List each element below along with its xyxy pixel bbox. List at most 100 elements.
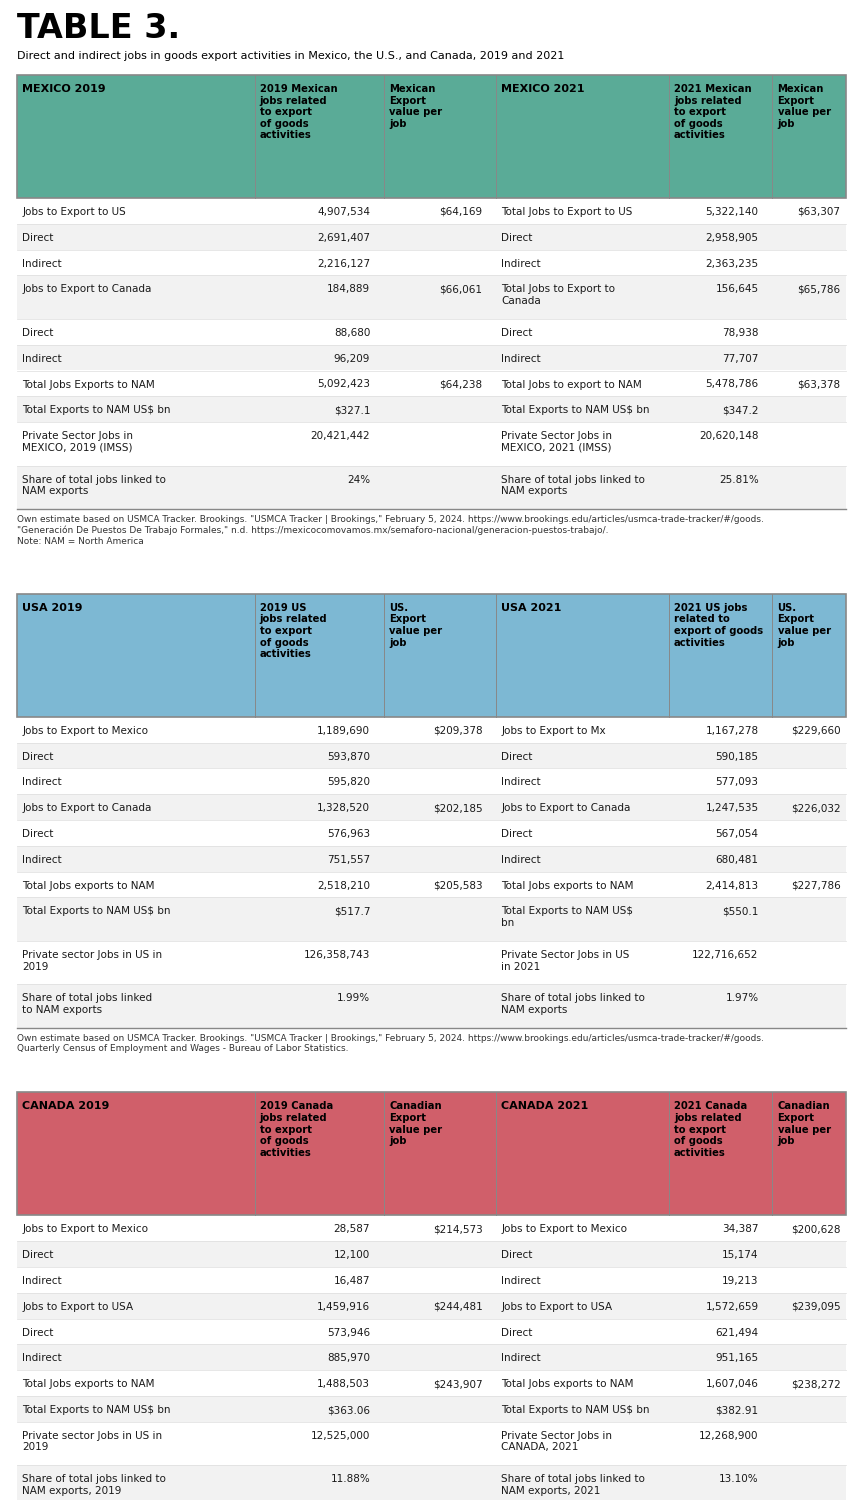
Text: Indirect: Indirect: [22, 777, 62, 788]
Text: 1.99%: 1.99%: [337, 993, 370, 1004]
Text: Own estimate based on USMCA Tracker. Brookings. "USMCA Tracker | Brookings," Feb: Own estimate based on USMCA Tracker. Bro…: [17, 1034, 764, 1053]
Text: 16,487: 16,487: [334, 1276, 370, 1286]
Text: 1,488,503: 1,488,503: [318, 1380, 370, 1389]
Text: 77,707: 77,707: [722, 354, 759, 363]
Text: Direct: Direct: [22, 830, 54, 839]
Text: 1,607,046: 1,607,046: [706, 1380, 759, 1389]
Text: MEXICO 2019: MEXICO 2019: [22, 84, 106, 94]
Text: 1.97%: 1.97%: [726, 993, 759, 1004]
Text: Direct: Direct: [501, 1251, 532, 1260]
Text: 621,494: 621,494: [715, 1328, 759, 1338]
Bar: [17, 940, 846, 984]
Text: Indirect: Indirect: [22, 1353, 62, 1364]
Text: Jobs to Export to Canada: Jobs to Export to Canada: [22, 285, 152, 294]
Text: USA 2021: USA 2021: [501, 603, 562, 613]
Text: Private Sector Jobs in
CANADA, 2021: Private Sector Jobs in CANADA, 2021: [501, 1431, 613, 1452]
Text: 12,525,000: 12,525,000: [311, 1431, 370, 1442]
Text: $202,185: $202,185: [432, 804, 482, 813]
Text: $226,032: $226,032: [791, 804, 841, 813]
Bar: [17, 249, 846, 276]
Text: 19,213: 19,213: [722, 1276, 759, 1286]
Text: $327.1: $327.1: [334, 405, 370, 416]
Text: Direct: Direct: [22, 1251, 54, 1260]
Text: Own estimate based on USMCA Tracker. Brookings. "USMCA Tracker | Brookings," Feb: Own estimate based on USMCA Tracker. Bro…: [17, 514, 764, 546]
Text: 12,100: 12,100: [334, 1251, 370, 1260]
Text: $382.91: $382.91: [715, 1406, 759, 1414]
Text: Mexican
Export
value per
job: Mexican Export value per job: [778, 84, 831, 129]
Text: 951,165: 951,165: [715, 1353, 759, 1364]
Bar: [17, 1242, 846, 1268]
Text: $550.1: $550.1: [722, 906, 759, 916]
Text: MEXICO 2021: MEXICO 2021: [501, 84, 585, 94]
Text: 593,870: 593,870: [327, 752, 370, 762]
Text: Jobs to Export to USA: Jobs to Export to USA: [501, 1302, 613, 1312]
Text: 2019 US
jobs related
to export
of goods
activities: 2019 US jobs related to export of goods …: [260, 603, 327, 660]
Text: Jobs to Export to Mexico: Jobs to Export to Mexico: [22, 1224, 148, 1234]
Text: $64,169: $64,169: [439, 207, 482, 218]
Text: Direct: Direct: [501, 1328, 532, 1338]
Text: $517.7: $517.7: [334, 906, 370, 916]
Bar: [17, 320, 846, 345]
Text: Total Exports to NAM US$
bn: Total Exports to NAM US$ bn: [501, 906, 633, 928]
Text: 4,907,534: 4,907,534: [318, 207, 370, 218]
Bar: [17, 1092, 846, 1215]
Text: Private Sector Jobs in
MEXICO, 2019 (IMSS): Private Sector Jobs in MEXICO, 2019 (IMS…: [22, 430, 134, 453]
Text: Total Jobs exports to NAM: Total Jobs exports to NAM: [22, 880, 155, 891]
Text: 680,481: 680,481: [715, 855, 759, 865]
Text: Total Jobs to Export to
Canada: Total Jobs to Export to Canada: [501, 285, 615, 306]
Text: 2,363,235: 2,363,235: [705, 258, 759, 268]
Text: Direct and indirect jobs in goods export activities in Mexico, the U.S., and Can: Direct and indirect jobs in goods export…: [17, 51, 564, 62]
Bar: [17, 370, 846, 396]
Text: 5,478,786: 5,478,786: [705, 380, 759, 390]
Text: 1,167,278: 1,167,278: [705, 726, 759, 736]
Text: Jobs to Export to US: Jobs to Export to US: [22, 207, 126, 218]
Text: Total Exports to NAM US$ bn: Total Exports to NAM US$ bn: [22, 906, 171, 916]
Text: USA 2019: USA 2019: [22, 603, 83, 613]
Text: 88,680: 88,680: [334, 328, 370, 338]
Text: US.
Export
value per
job: US. Export value per job: [778, 603, 831, 648]
Text: 2021 Mexican
jobs related
to export
of goods
activities: 2021 Mexican jobs related to export of g…: [674, 84, 752, 141]
Bar: [17, 871, 846, 897]
Text: 2019 Canada
jobs related
to export
of goods
activities: 2019 Canada jobs related to export of go…: [260, 1101, 333, 1158]
Text: 2,216,127: 2,216,127: [317, 258, 370, 268]
Text: Private Sector Jobs in US
in 2021: Private Sector Jobs in US in 2021: [501, 950, 630, 972]
Text: Jobs to Export to Canada: Jobs to Export to Canada: [501, 804, 631, 813]
Text: Direct: Direct: [501, 232, 532, 243]
Text: Share of total jobs linked to
NAM exports: Share of total jobs linked to NAM export…: [501, 474, 646, 496]
Bar: [17, 1318, 846, 1344]
Text: $209,378: $209,378: [432, 726, 482, 736]
Text: Direct: Direct: [22, 1328, 54, 1338]
Text: 2,518,210: 2,518,210: [318, 880, 370, 891]
Text: Share of total jobs linked
to NAM exports: Share of total jobs linked to NAM export…: [22, 993, 153, 1016]
Text: Jobs to Export to Mexico: Jobs to Export to Mexico: [501, 1224, 627, 1234]
Bar: [17, 1396, 846, 1422]
Text: 2,958,905: 2,958,905: [706, 232, 759, 243]
Text: $244,481: $244,481: [432, 1302, 482, 1312]
Text: $214,573: $214,573: [432, 1224, 482, 1234]
Text: $65,786: $65,786: [797, 285, 841, 294]
Text: 576,963: 576,963: [327, 830, 370, 839]
Text: Direct: Direct: [501, 830, 532, 839]
Text: 567,054: 567,054: [715, 830, 759, 839]
Text: Direct: Direct: [22, 232, 54, 243]
Text: Private Sector Jobs in
MEXICO, 2021 (IMSS): Private Sector Jobs in MEXICO, 2021 (IMS…: [501, 430, 613, 453]
Bar: [17, 821, 846, 846]
Text: Indirect: Indirect: [501, 258, 541, 268]
Text: 78,938: 78,938: [722, 328, 759, 338]
Text: Direct: Direct: [22, 328, 54, 338]
Text: Indirect: Indirect: [22, 1276, 62, 1286]
Text: Total Exports to NAM US$ bn: Total Exports to NAM US$ bn: [22, 1406, 171, 1414]
Bar: [17, 897, 846, 940]
Text: $64,238: $64,238: [439, 380, 482, 390]
Text: Share of total jobs linked to
NAM exports, 2019: Share of total jobs linked to NAM export…: [22, 1474, 167, 1496]
Text: Share of total jobs linked to
NAM exports, 2021: Share of total jobs linked to NAM export…: [501, 1474, 646, 1496]
Text: 11.88%: 11.88%: [331, 1474, 370, 1485]
Text: 15,174: 15,174: [722, 1251, 759, 1260]
Bar: [17, 75, 846, 198]
Text: 20,620,148: 20,620,148: [699, 430, 759, 441]
Text: Indirect: Indirect: [501, 1276, 541, 1286]
Bar: [17, 276, 846, 320]
Text: Mexican
Export
value per
job: Mexican Export value per job: [389, 84, 443, 129]
Text: Indirect: Indirect: [501, 777, 541, 788]
Text: Canadian
Export
value per
job: Canadian Export value per job: [778, 1101, 831, 1146]
